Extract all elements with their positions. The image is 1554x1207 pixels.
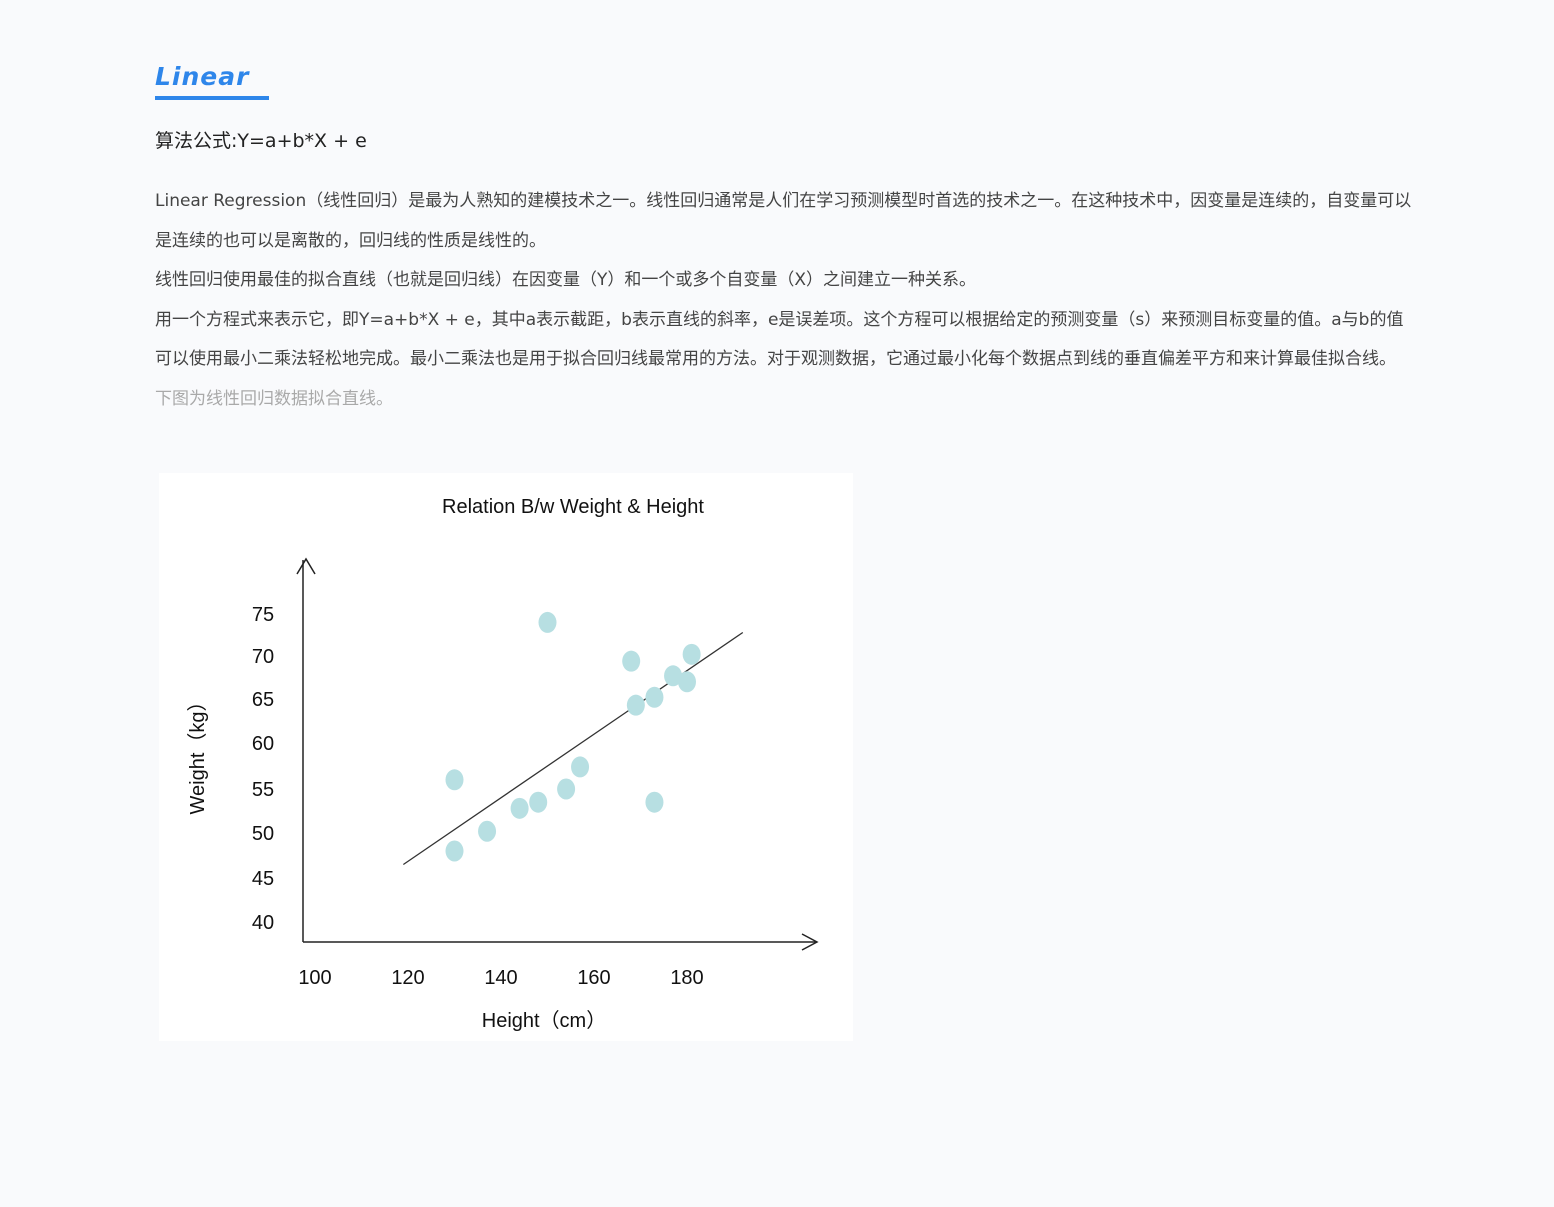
y-tick-label: 40 [252, 912, 274, 934]
chart-tick-labels: 100 120 140 160 180 40 45 50 55 60 65 70 75 [252, 604, 704, 989]
paragraph-relationship: 线性回归使用最佳的拟合直线（也就是回归线）在因变量（Y）和一个或多个自变量（X）… [155, 270, 977, 290]
y-tick-label: 70 [252, 646, 274, 668]
description-text: Linear Regression（线性回归）是最为人熟知的建模技术之一。线性回… [155, 182, 1415, 419]
scatter-chart: Relation B/w Weight & Height 100 120 140 16… [186, 496, 819, 1032]
x-axis-label: Height（cm） [482, 1009, 606, 1032]
data-point [645, 791, 664, 813]
data-point [445, 840, 464, 862]
y-tick-label: 75 [252, 604, 274, 626]
data-point [529, 791, 548, 813]
y-tick-label: 45 [252, 868, 274, 890]
data-point [510, 797, 529, 819]
paragraph-intro: Linear Regression（线性回归）是最为人熟知的建模技术之一。线性回… [155, 191, 1412, 251]
article-content: Linear 算法公式:Y=a+b*X + e Linear Regressio… [155, 60, 1415, 419]
x-tick-label: 100 [298, 967, 331, 989]
y-axis-arrow [296, 557, 316, 575]
data-point [622, 650, 641, 672]
data-point [557, 778, 576, 800]
data-point [682, 643, 701, 665]
regression-line-group [402, 631, 744, 866]
y-tick-label: 50 [252, 823, 274, 845]
y-tick-label: 60 [252, 733, 274, 755]
section-title: Linear [155, 60, 270, 100]
paragraph-equation: 用一个方程式来表示它，即Y=a+b*X + e，其中a表示截距，b表示直线的斜率… [155, 309, 1404, 370]
x-tick-label: 160 [577, 967, 610, 989]
data-point [538, 611, 557, 633]
scatter-chart-figure: Relation B/w Weight & Height 100 120 140 16… [159, 473, 853, 1041]
chart-axes [296, 557, 819, 951]
figure-caption: 下图为线性回归数据拟合直线。 [155, 388, 393, 409]
data-point [571, 756, 590, 778]
y-axis-label: Weight（kg） [186, 691, 209, 814]
data-points [445, 611, 701, 862]
y-tick-label: 65 [252, 689, 274, 711]
x-tick-label: 120 [391, 967, 424, 989]
regression-line [402, 631, 744, 866]
data-point [678, 671, 696, 693]
chart-title: Relation B/w Weight & Height [442, 496, 704, 518]
x-axis-arrow [801, 933, 819, 951]
x-tick-label: 180 [670, 967, 703, 989]
algorithm-formula: 算法公式:Y=a+b*X + e [155, 130, 367, 152]
x-tick-label: 140 [484, 967, 517, 989]
data-point [645, 686, 664, 708]
data-point [445, 769, 464, 791]
data-point [664, 665, 683, 687]
y-tick-label: 55 [252, 779, 274, 801]
data-point [626, 694, 645, 716]
data-point [478, 820, 497, 842]
